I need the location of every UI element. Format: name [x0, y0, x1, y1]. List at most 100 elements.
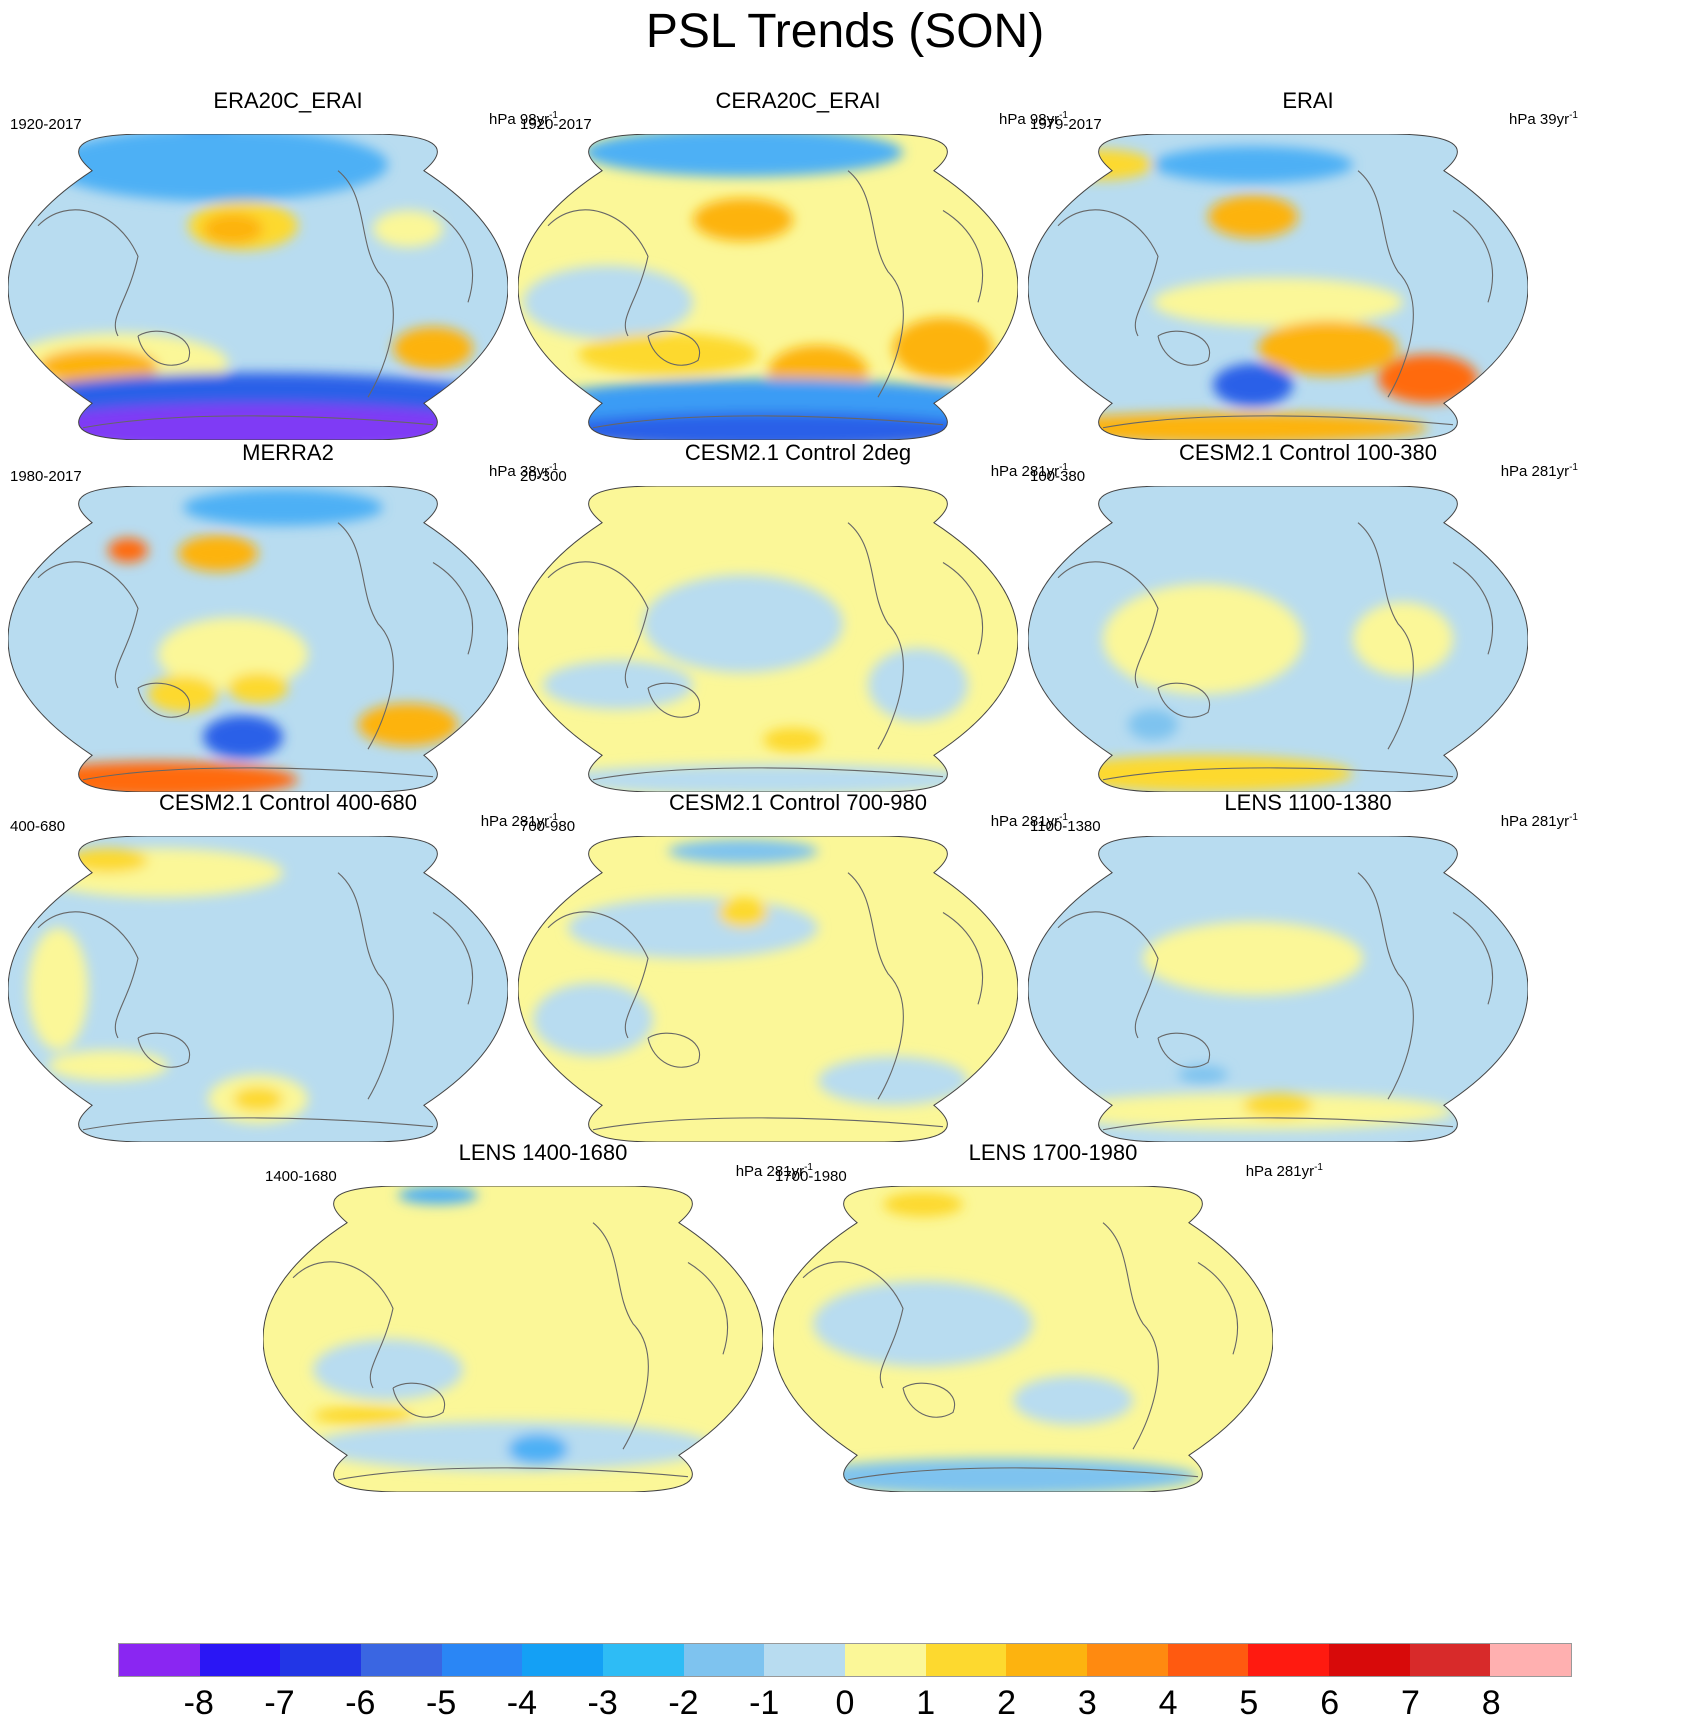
map-border — [8, 134, 508, 440]
trend-anomaly-region — [868, 648, 968, 722]
trend-anomaly-region — [568, 897, 818, 959]
panel-title: CESM2.1 Control 700-980 — [668, 790, 928, 815]
trend-anomaly-region — [1378, 354, 1478, 404]
trend-anomaly-region — [1143, 921, 1363, 996]
map-projection — [518, 836, 1018, 1142]
colorbar-cell — [1409, 1644, 1491, 1676]
coastline-outline — [37, 872, 474, 1131]
trend-anomaly-region — [798, 1458, 1198, 1492]
colorbar-tick-label: -8 — [183, 1684, 214, 1722]
panel-years: 700-980 — [520, 818, 576, 835]
map-projection — [8, 134, 508, 440]
panel-title: CESM2.1 Control 100-380 — [1178, 440, 1438, 465]
trend-anomaly-region — [48, 1050, 168, 1081]
panel-title: CESM2.1 Control 400-680 — [158, 790, 418, 815]
panel-years: 400-680 — [10, 818, 66, 835]
panel-units: hPa 281yr-1 — [1245, 1162, 1323, 1180]
trend-anomaly-region — [813, 1280, 1033, 1367]
map-border — [263, 1186, 763, 1492]
colorbar-cell — [1329, 1644, 1410, 1676]
map-panel: CESM2.1 Control 700-980 700-980 hPa 281yr-… — [518, 790, 1078, 1170]
map-panel: CERA20C_ERAI 1920-2017 hPa 98yr-1 — [518, 88, 1078, 468]
trend-anomaly-region — [1153, 146, 1353, 183]
panel-years: 1400-1680 — [265, 1168, 337, 1185]
trend-anomaly-region — [508, 1433, 568, 1465]
panel-title: ERA20C_ERAI — [213, 88, 363, 113]
trend-anomaly-region — [1013, 1375, 1133, 1425]
colorbar-cell — [361, 1644, 442, 1676]
panel-title: ERAI — [1282, 88, 1334, 113]
trend-anomaly-region — [38, 348, 158, 385]
colorbar — [118, 1643, 1572, 1677]
panel-title: LENS 1700-1980 — [968, 1140, 1138, 1165]
colorbar-cell — [1006, 1644, 1088, 1676]
map-panel: CESM2.1 Control 2deg 20-300 hPa 281yr-1 — [518, 440, 1078, 820]
colorbar-cell — [925, 1644, 1007, 1676]
panel-years: 1920-2017 — [520, 116, 592, 133]
colorbar-tick-label: 4 — [1158, 1684, 1178, 1722]
colorbar-tick-label: -1 — [749, 1684, 780, 1722]
map-border — [8, 836, 508, 1142]
map-border — [518, 486, 1018, 792]
map-panel: ERAI 1979-2017 hPa 39yr-1 — [1028, 88, 1588, 468]
colorbar-tick-label: -7 — [264, 1684, 295, 1722]
trend-anomaly-region — [398, 1186, 478, 1205]
coastline-outline — [802, 1222, 1239, 1481]
trend-anomaly-region — [33, 848, 283, 898]
panel-title: MERRA2 — [242, 440, 334, 465]
map-panel: ERA20C_ERAI 1920-2017 hPa 98yr-1 — [8, 88, 568, 468]
coastline-outline — [37, 522, 474, 781]
colorbar-cell — [522, 1644, 604, 1676]
map-projection — [773, 1186, 1273, 1492]
trend-anomaly-region — [883, 1192, 963, 1217]
trend-anomaly-region — [178, 534, 258, 572]
trend-anomaly-region — [1153, 277, 1403, 327]
map-panel: MERRA2 1980-2017 hPa 38yr-1 — [8, 440, 568, 820]
panel-units: hPa 281yr-1 — [735, 1162, 813, 1180]
map-projection — [1028, 134, 1528, 440]
panel-years: 1700-1980 — [775, 1168, 847, 1185]
trend-anomaly-region — [8, 403, 508, 440]
coastline-outline — [547, 872, 984, 1131]
panel-title: LENS 1400-1680 — [458, 1140, 628, 1165]
panel-years: 20-300 — [520, 468, 567, 485]
panel-units: hPa 38yr-1 — [489, 462, 558, 480]
colorbar-cell — [1248, 1644, 1330, 1676]
trend-anomaly-region — [313, 1406, 413, 1425]
trend-anomaly-region — [693, 198, 793, 242]
map-projection — [263, 1186, 763, 1492]
colorbar-cell — [603, 1644, 684, 1676]
trend-anomaly-region — [1128, 709, 1178, 740]
figure-title: PSL Trends (SON) — [645, 5, 1045, 58]
coastline-outline — [547, 522, 984, 781]
trend-anomaly-region — [393, 326, 473, 370]
trend-anomaly-region — [1208, 195, 1298, 239]
panel-units: hPa 98yr-1 — [489, 110, 558, 128]
colorbar-tick-label: 1 — [916, 1684, 936, 1722]
trend-anomaly-region — [1258, 320, 1398, 376]
panel-units: hPa 98yr-1 — [999, 110, 1068, 128]
map-projection — [518, 134, 1018, 440]
trend-anomaly-region — [1028, 412, 1428, 440]
trend-anomaly-region — [203, 715, 283, 759]
panel-units: hPa 281yr-1 — [480, 812, 558, 830]
coastline-outline — [1057, 522, 1494, 781]
coastline-outline — [37, 170, 474, 429]
colorbar-tick-label: -4 — [506, 1684, 537, 1722]
coastline-outline — [1057, 170, 1494, 429]
panel-years: 1100-1380 — [1030, 818, 1101, 835]
colorbar-tick-label: 8 — [1481, 1684, 1501, 1722]
trend-anomaly-region — [358, 703, 458, 747]
map-border — [1028, 134, 1528, 440]
panel-units: hPa 281yr-1 — [990, 812, 1068, 830]
map-projection — [8, 836, 508, 1142]
map-border — [518, 836, 1018, 1142]
panel-units: hPa 281yr-1 — [990, 462, 1068, 480]
panel-years: 100-380 — [1030, 468, 1086, 485]
panel-title: CERA20C_ERAI — [715, 88, 881, 113]
trend-anomaly-region — [183, 489, 383, 526]
trend-anomaly-region — [763, 727, 823, 753]
coastline-outline — [547, 170, 984, 429]
trend-anomaly-region — [523, 265, 693, 340]
map-panel: LENS 1400-1680 1400-1680 hPa 281yr-1 — [263, 1140, 823, 1520]
